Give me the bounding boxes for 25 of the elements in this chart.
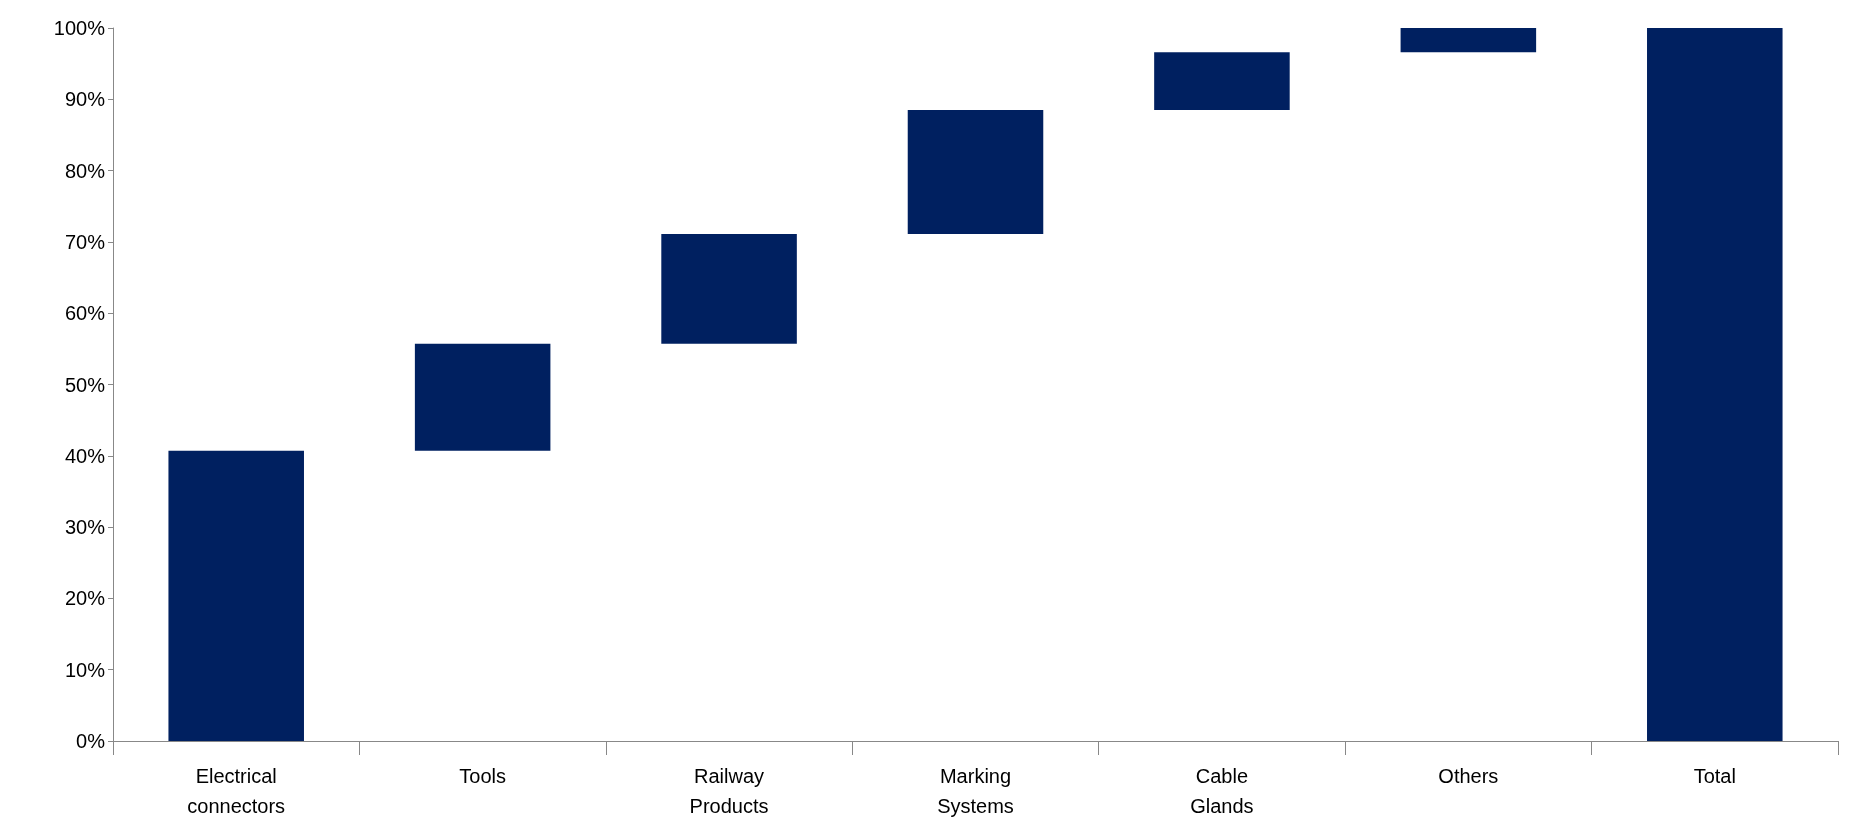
y-tick-label: 40% xyxy=(64,444,106,467)
bar xyxy=(168,450,304,741)
x-tick-label: Electrical connectors xyxy=(187,765,286,817)
x-tick-label: Cable Glands xyxy=(1190,765,1254,817)
y-tick-label: 100% xyxy=(53,17,106,39)
y-tick-label: 90% xyxy=(64,88,106,111)
y-tick-label: 0% xyxy=(76,730,106,752)
bar xyxy=(1647,28,1783,741)
y-tick-label: 10% xyxy=(64,658,106,681)
bar xyxy=(414,343,551,451)
bar xyxy=(907,109,1044,235)
y-tick-label: 50% xyxy=(64,373,106,396)
y-tick-label: 60% xyxy=(64,302,106,325)
x-tick-label: Total xyxy=(1693,765,1736,787)
x-tick-label: Others xyxy=(1438,765,1499,787)
y-tick-label: 20% xyxy=(64,587,106,610)
bar xyxy=(1400,28,1537,53)
y-tick-label: 80% xyxy=(64,159,106,182)
y-tick-label: 30% xyxy=(64,516,106,539)
x-tick-label: Marking Systems xyxy=(937,765,1014,817)
x-tick-label: Railway Products xyxy=(689,765,769,817)
bar xyxy=(661,234,797,344)
bar xyxy=(1154,52,1290,110)
x-tick-label: Tools xyxy=(459,765,506,787)
y-tick-label: 70% xyxy=(64,230,106,253)
